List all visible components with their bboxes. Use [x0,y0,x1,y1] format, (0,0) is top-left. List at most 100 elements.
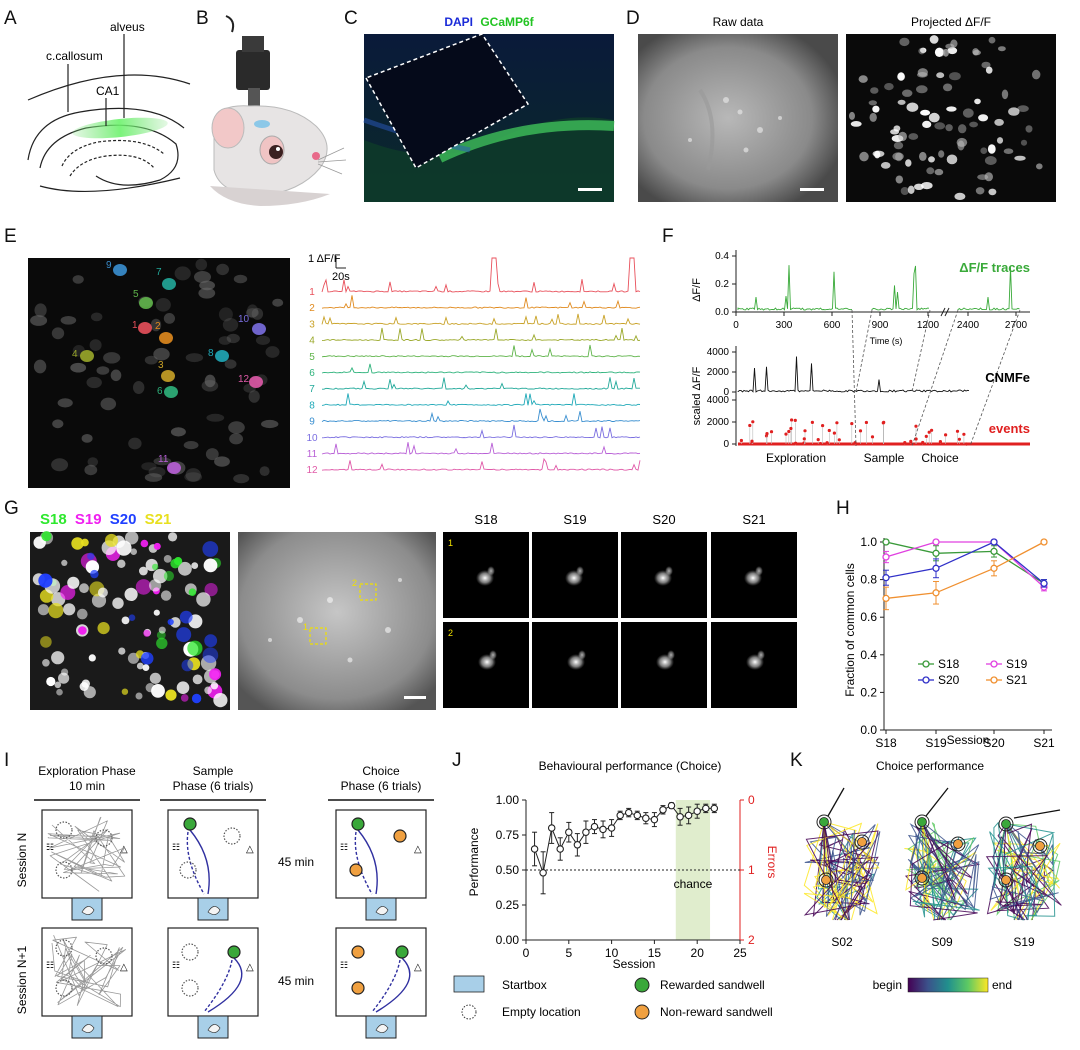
scalebar-x-label: 20s [332,271,350,283]
panel-letter-a: A [4,8,17,29]
cell-id-label: 7 [156,267,162,278]
overlay-cell [203,558,218,573]
overlay-cell [163,570,174,582]
overlay-cell [153,609,160,616]
background-cell [89,339,102,351]
g-label-s20: S20 [110,511,137,528]
projected-cell [868,100,877,106]
overlay-cell [61,559,68,567]
background-cell [84,464,98,476]
background-cell [185,353,204,363]
overlay-cell [46,676,56,687]
projected-cell [898,131,907,142]
f-top-ytick: 0.4 [715,251,729,262]
f-top-ytick: 0.2 [715,279,729,290]
j-y2tick: 1 [748,863,755,877]
j-ytick: 1.00 [496,793,520,807]
j-point [702,804,710,813]
trajectory-path [189,829,210,895]
event-marker [784,432,788,436]
k-rewarded-sandwell [1001,819,1011,829]
event-marker [938,440,943,444]
cue-icon: ☷ [46,842,54,852]
label-c-callosum: c.callosum [46,49,103,63]
dff-trace [957,267,1020,311]
overlay-cell [38,573,53,588]
projected-cell [897,99,906,105]
i-legend: Startbox Empty location Rewarded sandwel… [453,975,773,1020]
event-marker [924,434,928,438]
j-chance-label: chance [674,877,713,891]
calcium-trace-3 [321,313,641,325]
event-marker [965,442,969,446]
panel-letter-f: F [662,226,674,247]
projected-cell [920,109,931,116]
background-cell [51,327,65,340]
cell-roi-8 [215,350,229,362]
j-point [659,806,667,814]
g-tile-title: S21 [742,512,765,527]
cell-roi-2 [159,332,173,344]
background-cell [233,474,250,484]
cell-id-label: 3 [158,360,164,371]
background-cell [246,308,259,318]
projected-cells [849,35,1043,200]
event-marker [930,428,934,432]
k-session-label: S09 [931,935,953,949]
projected-cell [918,47,926,55]
cell-id-label: 8 [208,348,214,359]
h-point [932,538,940,546]
k-trajectory [909,821,978,921]
projected-cell [880,162,891,169]
event-marker [835,421,839,425]
overlay-cell [51,651,65,665]
j-point [624,808,633,817]
panel-letter-k: K [790,750,803,771]
trace-id-label: 3 [309,319,315,330]
legend-startbox: Startbox [502,978,547,992]
j-point [530,845,539,853]
dff-trace [737,265,853,311]
mouse-icon [207,906,221,915]
j-series-line [534,804,715,875]
overlay-cell [48,603,64,619]
phase-connector [969,309,1021,447]
h-legend-marker [990,660,998,668]
phase-connector [911,309,931,393]
j-xtick: 15 [648,946,662,960]
panel-c-histology-image [363,33,615,202]
calcium-trace-5 [321,344,641,358]
j-point [547,824,556,832]
k-sandwell-ring [998,816,1014,832]
background-cell [222,318,239,332]
projected-cell [926,167,935,175]
trajectory-path [207,957,243,1013]
return-path [203,959,233,1013]
h-series-line [885,541,1045,584]
background-cell [100,397,117,411]
background-cell [91,312,103,322]
j-point [599,825,607,834]
panel-letter-c: C [344,8,358,29]
calcium-trace-10 [321,424,641,439]
overlay-cell [71,537,84,550]
overlay-cell [178,561,192,576]
cell-roi-10 [252,323,266,335]
calcium-trace-9 [321,408,641,423]
non-reward-sandwell [351,945,365,959]
projected-cell [872,150,885,157]
projected-cell [899,37,910,47]
empty-location [55,939,73,957]
roi-box-1 [309,627,327,645]
event-marker [789,426,793,431]
i-col-title: Exploration Phase [38,764,136,778]
j-ytick: 0.50 [496,863,520,877]
non-reward-sandwell [349,863,363,877]
phase-connector [851,309,857,447]
f-phase-sample: Sample [864,451,905,465]
j-ytick: 0.75 [496,828,520,842]
cell-id-label: 12 [238,374,250,385]
